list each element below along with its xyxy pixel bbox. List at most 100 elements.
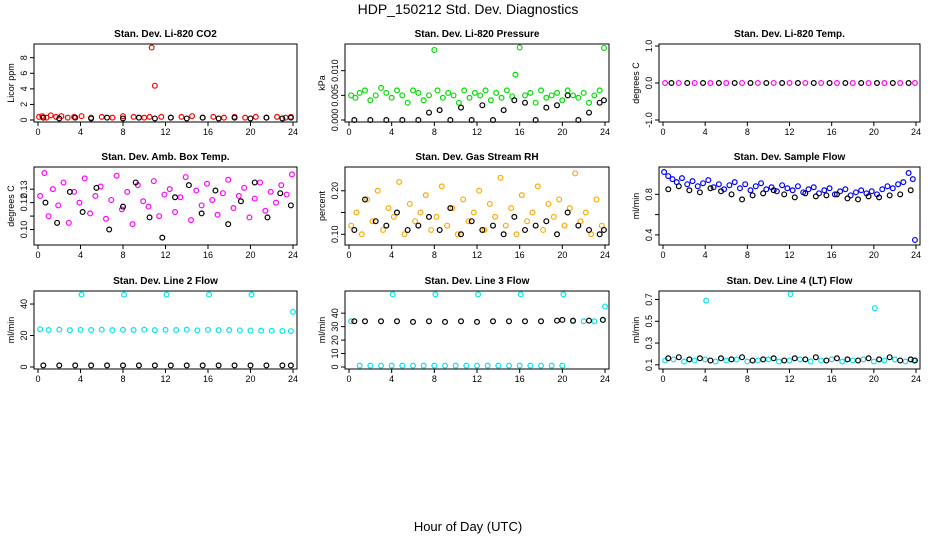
data-point — [41, 170, 48, 177]
x-tick-label: 0 — [35, 250, 40, 260]
data-point — [497, 174, 504, 181]
reference-point — [907, 187, 914, 194]
reference-point — [199, 114, 206, 121]
data-point — [109, 327, 116, 334]
data-point — [502, 222, 509, 229]
data-point — [274, 113, 281, 120]
reference-point — [553, 317, 560, 324]
reference-point — [521, 318, 528, 325]
x-tick-label: 24 — [911, 250, 921, 260]
reference-point — [865, 193, 872, 200]
reference-point — [351, 318, 358, 325]
data-point — [754, 79, 761, 86]
data-point — [188, 217, 195, 224]
reference-point — [263, 114, 270, 121]
reference-point — [855, 357, 862, 364]
reference-point — [237, 198, 244, 205]
data-point — [752, 183, 759, 190]
reference-point — [119, 203, 126, 210]
reference-point — [404, 226, 411, 233]
reference-point — [889, 79, 896, 86]
data-point — [76, 199, 83, 206]
data-point — [580, 318, 587, 325]
data-point — [290, 308, 297, 315]
data-point — [839, 358, 846, 365]
data-point — [733, 356, 740, 363]
reference-point — [700, 79, 707, 86]
x-tick-label: 12 — [784, 127, 794, 137]
data-point — [700, 180, 707, 187]
data-point — [681, 358, 688, 365]
panel-5: Stan. Dev. Gas Stream RH 0 4 8 12 16 20 24 0.10 0… — [317, 152, 610, 260]
panel-7: Stan. Dev. Line 2 Flow 0 4 8 12 16 20 24 0 20 40ml… — [6, 276, 298, 384]
data-point — [183, 326, 190, 333]
data-point — [705, 177, 712, 184]
data-point — [78, 113, 85, 120]
data-point — [220, 114, 227, 121]
data-point — [65, 219, 72, 226]
data-point — [707, 79, 714, 86]
reference-point — [132, 179, 139, 186]
reference-point — [585, 317, 592, 324]
x-tick-label: 20 — [557, 127, 567, 137]
panel-title: Stan. Dev. Li-820 Temp. — [734, 29, 845, 40]
reference-point — [263, 362, 270, 369]
data-point — [189, 113, 196, 120]
data-point — [412, 218, 419, 225]
reference-point — [54, 219, 61, 226]
data-point — [548, 92, 555, 99]
reference-point — [686, 356, 693, 363]
reference-point — [490, 318, 497, 325]
data-point — [911, 79, 918, 86]
data-point — [670, 356, 677, 363]
y-tick-label: 1.0 — [644, 40, 654, 53]
panel-6: Stan. Dev. Sample Flow 0 4 8 12 16 20 24 0.4 0.8m… — [631, 152, 921, 260]
data-point — [109, 114, 116, 121]
data-point — [723, 357, 730, 364]
data-point — [417, 209, 424, 216]
reference-point — [42, 199, 49, 206]
reference-point — [749, 192, 756, 199]
reference-point — [40, 362, 47, 369]
data-point — [773, 188, 780, 195]
x-tick-label: 20 — [557, 374, 567, 384]
data-point — [550, 213, 557, 220]
reference-point — [521, 99, 528, 106]
data-point — [66, 327, 73, 334]
reference-point — [553, 102, 560, 109]
x-tick-label: 4 — [389, 127, 394, 137]
reference-point — [199, 362, 206, 369]
y-tick-label: 0.7 — [644, 293, 654, 306]
data-point — [432, 291, 439, 298]
data-point — [516, 362, 523, 369]
y-tick-label: 8 — [19, 55, 29, 60]
reference-point — [717, 188, 724, 195]
data-point — [372, 92, 379, 99]
data-point — [404, 99, 411, 106]
reference-point — [426, 109, 433, 116]
data-point — [178, 113, 185, 120]
data-point — [380, 226, 387, 233]
reference-point — [781, 357, 788, 364]
data-point — [540, 226, 547, 233]
data-point — [113, 172, 120, 179]
reference-point — [897, 191, 904, 198]
reference-point — [106, 226, 113, 233]
data-point — [532, 99, 539, 106]
data-point — [784, 185, 791, 192]
reference-point — [569, 317, 576, 324]
reference-point — [596, 231, 603, 238]
data-point — [78, 291, 85, 298]
reference-point — [532, 222, 539, 229]
data-point — [463, 362, 470, 369]
x-tick-label: 24 — [600, 250, 610, 260]
data-point — [895, 181, 902, 188]
y-tick-label: 0.0 — [644, 77, 654, 90]
data-point — [802, 79, 809, 86]
data-point — [439, 94, 446, 101]
x-tick-label: 4 — [703, 127, 708, 137]
data-point — [434, 87, 441, 94]
data-point — [512, 71, 519, 78]
data-point — [821, 187, 828, 194]
data-point — [662, 79, 669, 86]
